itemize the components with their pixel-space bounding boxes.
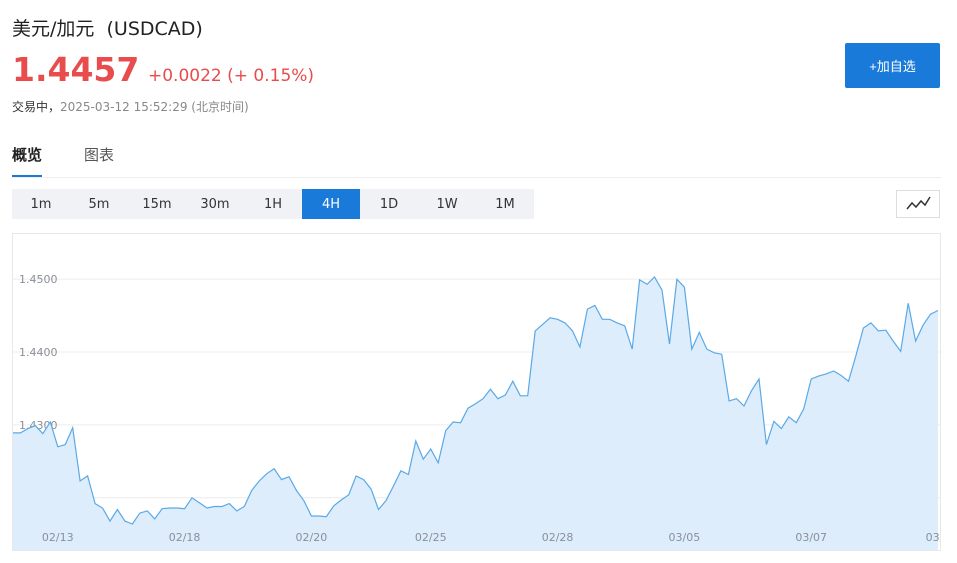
tab[interactable]: 图表: [84, 146, 115, 164]
x-tick-label: 02/25: [415, 531, 447, 544]
interval-button[interactable]: 5m: [88, 196, 110, 212]
tab[interactable]: 概览: [12, 144, 43, 177]
trade-status: 交易中，2025-03-12 15:52:29 (北京时间): [12, 98, 249, 115]
price-line: [13, 276, 939, 525]
y-tick-label: 1.4500: [19, 273, 58, 286]
interval-button[interactable]: 1m: [30, 196, 52, 212]
interval-button[interactable]: 4H: [302, 189, 360, 219]
x-tick-label: 03/1: [926, 531, 941, 544]
price: 1.4457: [12, 50, 140, 89]
change-value: +0.0022: [148, 66, 222, 86]
x-tick-label: 03/07: [795, 531, 827, 544]
x-tick-label: 02/20: [296, 531, 328, 544]
area-fill: [13, 277, 938, 550]
interval-button[interactable]: 1H: [263, 196, 283, 212]
add-watchlist-button[interactable]: +加自选: [845, 43, 940, 88]
interval-button[interactable]: 1W: [436, 196, 458, 212]
x-tick-label: 02/18: [169, 531, 201, 544]
tab-bar: 概览 图表: [12, 144, 941, 178]
instrument-code: (USDCAD): [106, 18, 203, 40]
interval-button[interactable]: 30m: [200, 196, 230, 212]
y-tick-label: 1.4400: [19, 346, 58, 359]
x-tick-label: 02/28: [542, 531, 574, 544]
change-percent: (+ 0.15%): [227, 66, 315, 86]
status-text: 交易中，: [12, 100, 61, 114]
chart-style-icon: [906, 196, 931, 210]
x-tick-label: 03/05: [669, 531, 701, 544]
interval-bar: 1m 5m 15m 30m 1H 4H 1D 1W 1M: [12, 189, 534, 219]
interval-button[interactable]: 15m: [142, 196, 172, 212]
price-chart: 1.42001.43001.44001.450002/1302/1802/200…: [12, 233, 941, 551]
chart-style-button[interactable]: [896, 190, 940, 218]
interval-button[interactable]: 1D: [379, 196, 399, 212]
instrument-title: 美元/加元 (USDCAD): [12, 14, 203, 41]
price-change: +0.0022 (+ 0.15%): [148, 66, 314, 86]
x-tick-label: 02/13: [42, 531, 74, 544]
instrument-name: 美元/加元: [12, 18, 95, 40]
interval-button[interactable]: 1M: [495, 196, 515, 212]
timestamp: 2025-03-12 15:52:29 (北京时间): [60, 100, 249, 114]
